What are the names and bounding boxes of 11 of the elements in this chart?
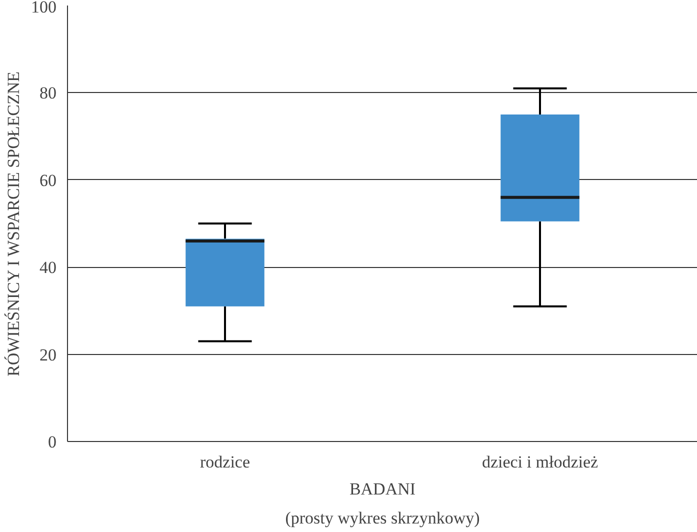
y-axis-title: RÓWIEŚNICY I WSPARCIE SPOŁECZNE	[4, 72, 23, 376]
x-axis-title: BADANI	[349, 480, 416, 498]
x-tick-label: dzieci i młodzież	[482, 452, 599, 472]
y-tick-label: 60	[40, 170, 56, 190]
y-tick-label: 80	[40, 84, 56, 103]
text: (prosty wykres skrzynkowy)	[285, 508, 480, 528]
x-tick-label: rodzice	[200, 452, 250, 472]
y-tick-label: 100	[31, 0, 56, 16]
y-tick-label: 0	[48, 432, 56, 452]
y-tick-label: 40	[40, 258, 56, 278]
y-tick-label: 20	[40, 345, 56, 364]
